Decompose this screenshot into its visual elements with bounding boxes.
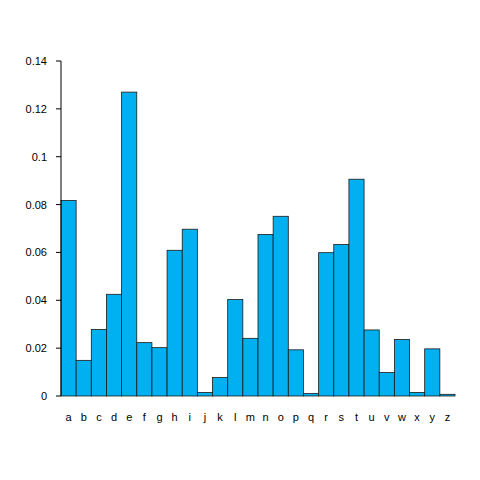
y-tick-label: 0 <box>41 390 47 402</box>
bar <box>106 294 121 396</box>
x-tick-label: x <box>414 411 420 423</box>
bar <box>394 340 409 396</box>
bar <box>425 349 440 396</box>
bar <box>228 300 243 396</box>
y-tick-label: 0.04 <box>26 294 47 306</box>
bar <box>440 394 455 396</box>
y-tick <box>56 252 61 253</box>
x-tick-label: b <box>81 411 87 423</box>
y-tick <box>56 300 61 301</box>
x-tick-label: j <box>203 411 206 423</box>
x-tick-label: m <box>246 411 255 423</box>
bar <box>273 216 288 396</box>
bar <box>213 378 228 396</box>
y-tick <box>56 204 61 205</box>
x-tick-label: e <box>126 411 132 423</box>
x-tick-label: z <box>445 411 451 423</box>
x-tick-label: p <box>293 411 299 423</box>
x-tick-label: r <box>324 411 328 423</box>
bar <box>167 250 182 396</box>
x-tick-label: u <box>369 411 375 423</box>
bar <box>379 373 394 396</box>
bar <box>319 253 334 396</box>
x-tick-label: f <box>143 411 147 423</box>
bar <box>152 348 167 396</box>
y-tick-label: 0.1 <box>32 151 47 163</box>
bar <box>76 360 91 396</box>
bar <box>122 92 137 396</box>
bar <box>410 392 425 396</box>
x-tick-label: q <box>308 411 314 423</box>
y-tick <box>56 61 61 62</box>
y-tick <box>56 108 61 109</box>
bar <box>303 394 318 396</box>
bar <box>137 343 152 396</box>
x-tick-label: t <box>355 411 358 423</box>
y-tick-label: 0.02 <box>26 342 47 354</box>
bars <box>61 92 455 396</box>
x-tick-label: k <box>217 411 223 423</box>
x-tick-label: w <box>397 411 406 423</box>
x-tick-label: v <box>384 411 390 423</box>
bar <box>91 329 106 396</box>
y-tick-label: 0.12 <box>26 103 47 115</box>
chart: 0 0.02 0.04 0.06 0.08 0.1 0.12 0.14 abcdefghijkl… <box>0 0 480 480</box>
bar <box>334 245 349 396</box>
y-tick <box>56 396 61 397</box>
x-tick-label: i <box>189 411 191 423</box>
y-axis <box>61 61 62 396</box>
x-tick-label: s <box>339 411 345 423</box>
y-tick-label: 0.14 <box>26 55 47 67</box>
bar <box>197 392 212 396</box>
bar <box>364 330 379 396</box>
bar <box>288 350 303 396</box>
x-tick-label: h <box>172 411 178 423</box>
bar <box>258 234 273 396</box>
y-tick <box>56 348 61 349</box>
y-tick-label: 0.06 <box>26 246 47 258</box>
x-tick-label: o <box>278 411 284 423</box>
bar <box>349 179 364 396</box>
x-tick-label: l <box>234 411 236 423</box>
x-tick-label: y <box>430 411 436 423</box>
x-tick-label: a <box>66 411 73 423</box>
x-tick-label: d <box>111 411 117 423</box>
y-tick-label: 0.08 <box>26 199 47 211</box>
bar <box>182 229 197 396</box>
y-tick <box>56 156 61 157</box>
x-tick-label: c <box>96 411 102 423</box>
x-tick-label: g <box>156 411 162 423</box>
bar <box>61 201 76 397</box>
x-tick-label: n <box>263 411 269 423</box>
bar <box>243 338 258 396</box>
